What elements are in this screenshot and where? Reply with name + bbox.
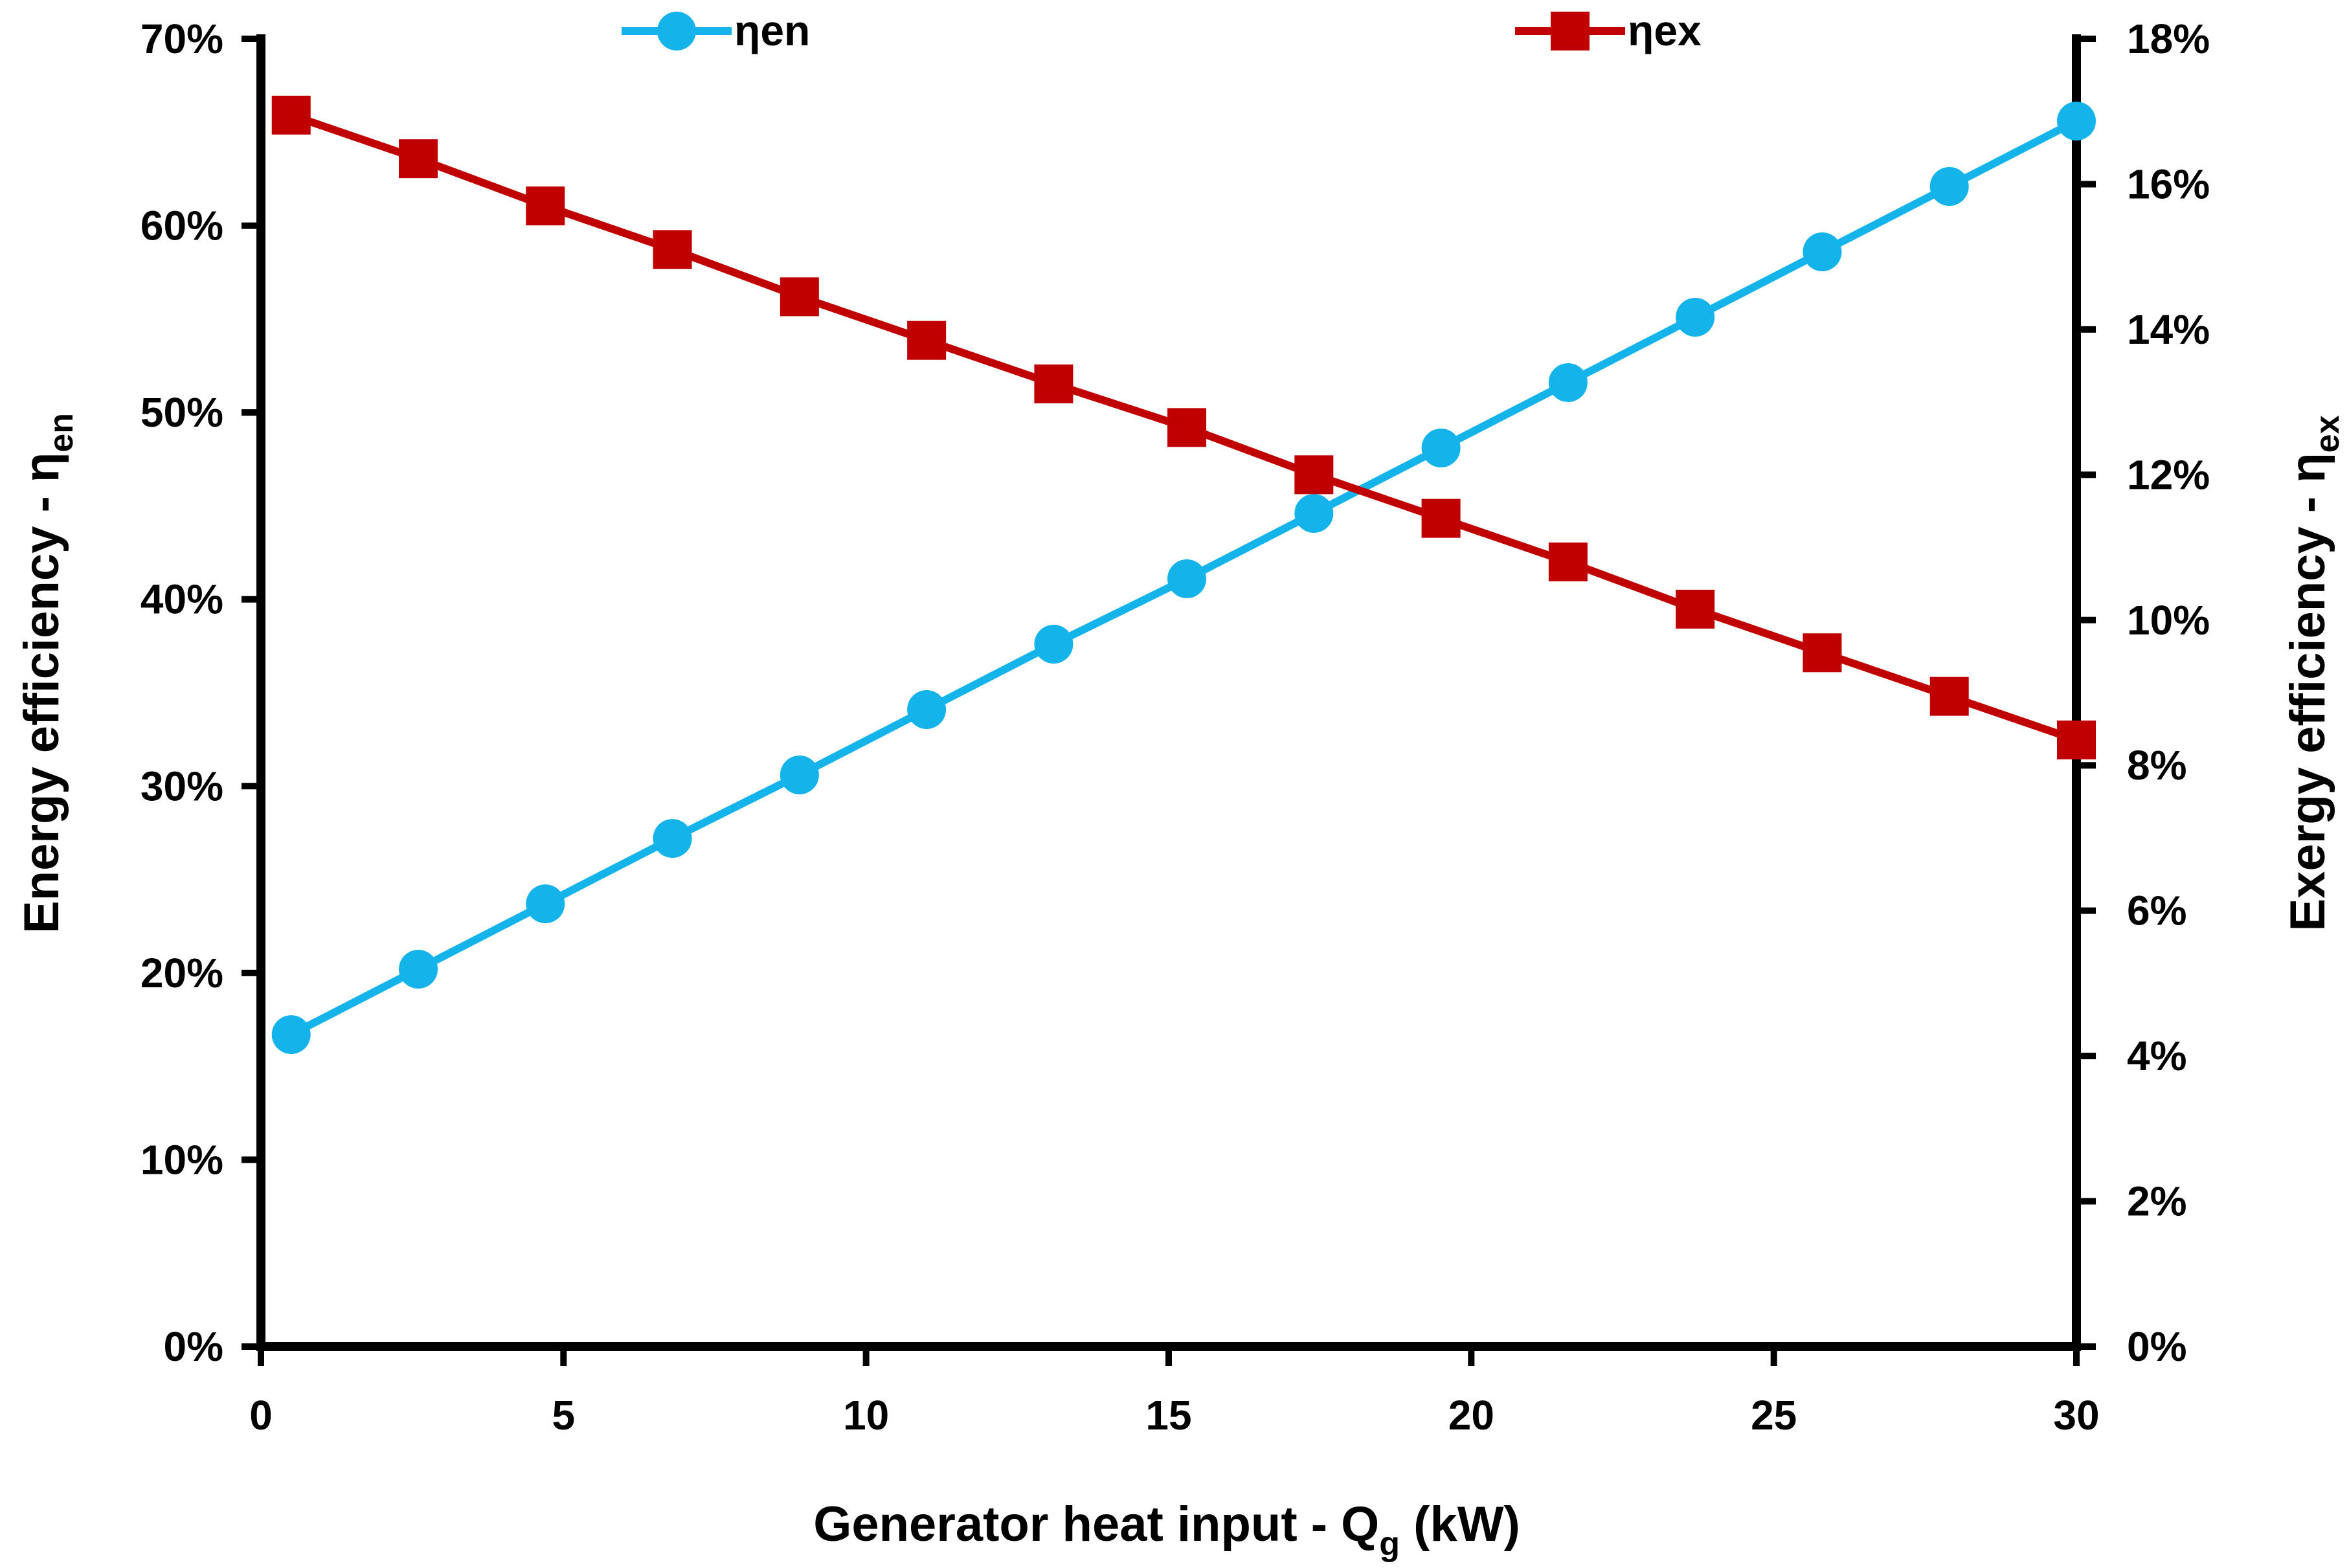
data-point	[1929, 166, 1969, 206]
y-left-tick-label: 40%	[140, 576, 223, 623]
data-point	[1294, 493, 1334, 533]
y-left-tick-label: 70%	[140, 16, 223, 62]
x-tick-label: 5	[552, 1392, 576, 1439]
series-energy-efficiency	[271, 101, 2096, 1055]
x-axis-title: Generator heat input - Qg (kW)	[813, 1497, 1520, 1563]
legend-item: ηex	[1515, 6, 1702, 54]
y-right-tick-label: 14%	[2127, 306, 2210, 353]
data-point	[780, 755, 819, 794]
data-point	[1421, 498, 1461, 538]
data-point	[1034, 624, 1073, 664]
data-point	[526, 186, 565, 226]
y-right-tick-label: 0%	[2127, 1323, 2187, 1370]
x-tick-label: 20	[1448, 1392, 1494, 1439]
data-point	[1548, 543, 1588, 581]
y-right-tick-label: 4%	[2127, 1033, 2187, 1079]
y-right-tick-label: 16%	[2127, 161, 2210, 207]
data-point	[780, 277, 819, 317]
data-point	[2057, 101, 2096, 140]
data-point	[271, 95, 311, 135]
axes-group: 0% 10% 20% 30% 40% 50% 60% 70% 0% 2% 4% 6% 8% 10% 12% 1…	[140, 16, 2210, 1439]
y-left-tick-label: 10%	[140, 1136, 223, 1183]
series-layer	[271, 95, 2096, 1055]
data-point	[1676, 297, 1715, 337]
data-point	[1548, 363, 1588, 402]
data-point	[271, 1015, 311, 1055]
x-tick-label: 15	[1145, 1392, 1191, 1439]
data-point	[1421, 428, 1461, 467]
y-left-tick-label: 0%	[164, 1323, 224, 1370]
data-point	[1929, 677, 1969, 716]
legend-marker	[657, 12, 696, 50]
data-point	[907, 320, 947, 360]
legend-marker	[1551, 12, 1590, 50]
y-left-tick-label: 60%	[140, 203, 223, 249]
legend-item: ηen	[622, 6, 810, 54]
y-left-tick-label: 20%	[140, 950, 223, 996]
y-right-tick-label: 10%	[2127, 597, 2210, 644]
data-point	[907, 689, 947, 729]
x-tick-label: 0	[249, 1392, 273, 1439]
data-point	[399, 950, 438, 989]
legend-label: ηex	[1628, 6, 1702, 54]
y-left-axis-title: Energy efficiency - ηen	[14, 413, 80, 934]
y-right-tick-label: 8%	[2127, 742, 2187, 789]
data-point	[1294, 455, 1334, 495]
data-point	[1167, 559, 1207, 598]
x-tick-label: 10	[843, 1392, 889, 1439]
y-right-tick-label: 12%	[2127, 451, 2210, 498]
x-tick-label: 30	[2053, 1392, 2099, 1439]
data-point	[1034, 364, 1073, 404]
legend: ηen ηex	[622, 6, 1702, 54]
data-point	[653, 230, 692, 269]
y-right-tick-label: 18%	[2127, 16, 2210, 62]
data-point	[2057, 720, 2096, 759]
data-point	[1676, 589, 1715, 629]
data-point	[1803, 633, 1842, 673]
data-point	[653, 819, 692, 858]
data-point	[399, 139, 438, 179]
x-tick-label: 25	[1751, 1392, 1797, 1439]
y-right-axis-title: Exergy efficiency - ηex	[2280, 415, 2346, 931]
series-exergy-efficiency	[271, 95, 2096, 759]
data-point	[526, 884, 565, 924]
y-right-tick-label: 2%	[2127, 1178, 2187, 1225]
data-point	[1167, 408, 1207, 447]
y-left-tick-label: 30%	[140, 763, 223, 809]
y-left-tick-label: 50%	[140, 389, 223, 436]
y-right-tick-label: 6%	[2127, 888, 2187, 934]
legend-label: ηen	[734, 6, 810, 54]
data-point	[1803, 232, 1842, 271]
